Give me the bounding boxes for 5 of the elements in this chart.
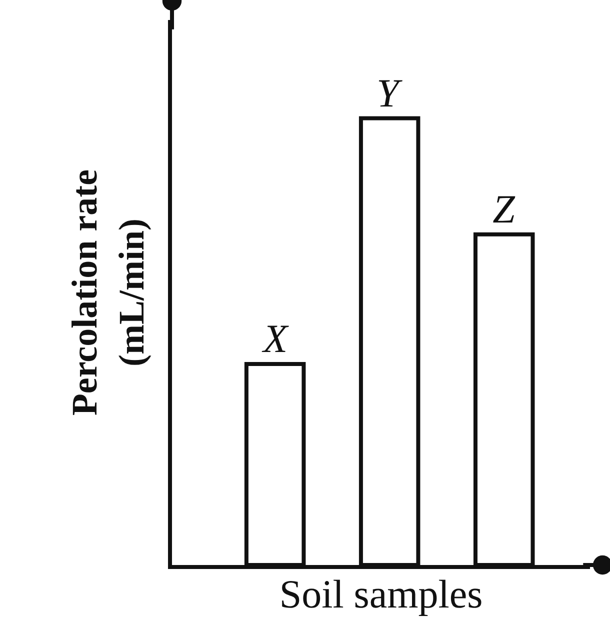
x-tick-label: X bbox=[261, 316, 290, 361]
x-axis-title: Soil samples bbox=[279, 571, 483, 616]
y-axis-title: Percolation rate (mL/min) bbox=[64, 169, 152, 416]
x-tick-label: Y bbox=[376, 70, 403, 116]
x-tick-label: Z bbox=[492, 186, 516, 232]
